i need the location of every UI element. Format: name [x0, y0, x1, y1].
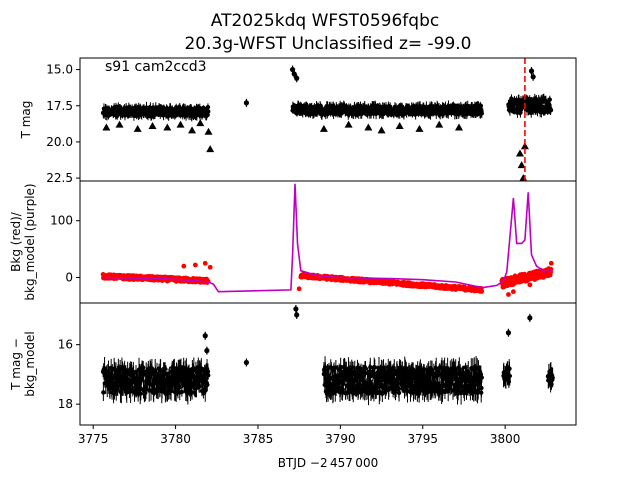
data-point	[341, 381, 346, 386]
data-point	[363, 366, 368, 371]
data-point	[395, 380, 401, 386]
y-tick-label: 20.0	[46, 135, 73, 149]
outlier-point	[291, 71, 297, 77]
panel-tmag-frame	[79, 57, 577, 182]
upper-limit-triangle	[377, 126, 386, 134]
data-point	[466, 369, 471, 374]
y-axis-label-line1: Bkg (red)/	[9, 211, 23, 272]
upper-limit-triangle	[163, 123, 172, 131]
y-tick-label: 17.5	[46, 99, 73, 113]
chart-title-line1: AT2025kdq WFST0596fqbc	[211, 11, 439, 31]
y-axis-label: T mag	[19, 101, 33, 140]
upper-limit-triangle	[455, 123, 464, 131]
data-point	[333, 365, 339, 370]
y-tick-label: 100	[50, 214, 73, 228]
data-point	[548, 107, 554, 113]
upper-limit-triangle	[435, 120, 444, 128]
data-point	[141, 365, 146, 370]
panel-bkg-marks	[100, 183, 554, 297]
data-point	[189, 390, 195, 395]
bkg-outlier-point	[527, 282, 533, 288]
bkg-point	[479, 289, 485, 294]
data-point	[101, 390, 106, 395]
outlier-point	[243, 100, 250, 106]
data-point	[206, 109, 211, 114]
upper-limit-triangle	[204, 127, 213, 135]
chart-title-line2: 20.3g-WFST Unclassified z= -99.0	[184, 34, 471, 54]
plot-area: 15.0 17.5 20.0 22.5 T mag 0 100 Bkg (red)/bkg_m…	[9, 57, 577, 446]
data-point	[205, 112, 210, 118]
data-point	[372, 365, 378, 370]
bkg-outlier-point	[202, 260, 208, 266]
upper-limit-triangle	[102, 123, 111, 131]
upper-limit-triangle	[148, 122, 157, 130]
panel-tmag_minus_bkg-marks	[100, 304, 555, 406]
upper-limit-triangle	[188, 126, 197, 134]
data-point	[162, 366, 168, 372]
data-point	[479, 111, 484, 116]
upper-limit-triangle	[176, 120, 185, 128]
data-point	[199, 366, 204, 371]
data-point	[112, 391, 117, 396]
data-point	[205, 105, 211, 110]
upper-limit-triangle	[520, 142, 529, 150]
data-point	[357, 382, 363, 388]
data-point	[403, 365, 408, 371]
upper-limit-triangle	[517, 161, 526, 169]
upper-limit-triangle	[196, 119, 205, 127]
data-point	[416, 372, 421, 378]
y-axis-label-line2: bkg_model (purple)	[23, 183, 37, 300]
bkg-outlier-point	[207, 264, 213, 270]
upper-limit-triangle	[395, 122, 404, 130]
upper-limit-triangle	[133, 124, 142, 132]
y-tick-label: 22.5	[46, 171, 73, 185]
bkg-outlier-point	[506, 292, 511, 297]
y-tick-label: 15.0	[46, 63, 73, 77]
y-tick-label: 0	[65, 270, 73, 284]
bkg-outlier-point	[510, 289, 516, 295]
data-point	[138, 391, 143, 396]
data-point	[124, 389, 129, 395]
bkg-outlier-point	[296, 286, 302, 292]
data-point	[205, 382, 210, 387]
outlier-point	[530, 74, 536, 80]
outlier-point	[528, 68, 535, 74]
data-point	[179, 389, 185, 395]
data-point	[197, 384, 202, 390]
upper-limit-triangle	[344, 120, 353, 128]
upper-limit-triangle	[115, 120, 124, 128]
data-point	[106, 369, 111, 375]
upper-limit-triangle	[515, 149, 524, 157]
upper-limit-triangle	[415, 124, 424, 132]
panel-tmag-marks	[100, 58, 554, 181]
data-point	[206, 373, 211, 378]
outlier-point	[294, 75, 300, 81]
data-point	[529, 110, 534, 115]
bkg-outlier-point	[181, 263, 187, 269]
upper-limit-triangle	[364, 123, 373, 131]
upper-limit-triangle	[519, 174, 528, 181]
data-point	[410, 367, 416, 372]
data-point	[422, 367, 427, 372]
data-point	[396, 390, 402, 396]
upper-limit-triangle	[206, 145, 215, 153]
data-point	[547, 97, 552, 102]
upper-limit-triangle	[319, 124, 328, 132]
bkg-outlier-point	[548, 260, 554, 266]
bkg-outlier-point	[192, 262, 198, 268]
data-point	[158, 368, 163, 373]
bkg-model-line	[103, 183, 552, 293]
